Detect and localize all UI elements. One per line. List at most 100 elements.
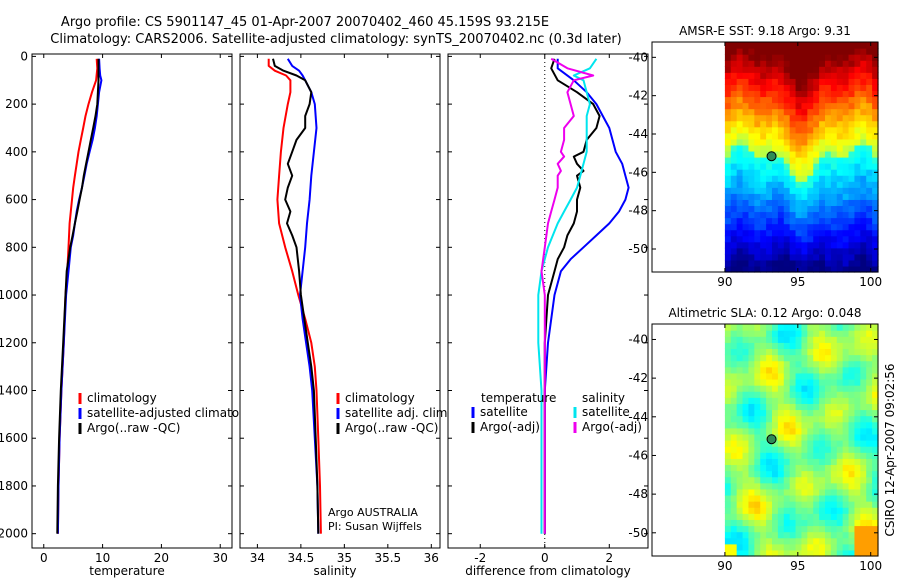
- sla_map-cell: [825, 342, 832, 350]
- sla_map-cell: [801, 482, 808, 490]
- sst_map-cell: [813, 60, 820, 67]
- sla_map-cell: [830, 415, 838, 423]
- sla_map-cell: [772, 403, 779, 411]
- sla_map-cell: [742, 519, 750, 527]
- sla_map-cell: [866, 342, 873, 350]
- sst_map-cell: [748, 54, 755, 61]
- sst_map-cell: [748, 42, 755, 49]
- sla_map-cell: [748, 403, 755, 411]
- sla_map-cell: [848, 446, 856, 453]
- sla_map-cell: [742, 440, 750, 447]
- sst_map-cell: [848, 247, 856, 255]
- sst_map-cell: [730, 90, 738, 98]
- sst_map-cell: [842, 265, 850, 273]
- sla_map-cell: [777, 342, 785, 350]
- sst_map-cell: [748, 199, 755, 207]
- sst_map-cell: [807, 78, 814, 85]
- sla_map-cell: [848, 525, 856, 533]
- sst_map-cell: [872, 114, 879, 122]
- sla_map-cell: [760, 415, 767, 423]
- sst_map-cell: [830, 205, 838, 213]
- sst_map-cell: [783, 175, 791, 182]
- sst_map-cell: [830, 235, 838, 243]
- sla_map-cell: [866, 525, 873, 533]
- sla_map-cell: [789, 488, 797, 496]
- sla_map-cell: [742, 464, 750, 472]
- sla_map-cell: [795, 446, 803, 453]
- sst_map-cell: [866, 102, 873, 110]
- sst_map-cell: [742, 157, 750, 164]
- sst_map-cell: [807, 108, 814, 116]
- sla_map-cell: [819, 440, 826, 447]
- sst_map-cell: [872, 66, 879, 73]
- sst_map-cell: [795, 163, 803, 170]
- sst_map-cell: [742, 169, 750, 176]
- sla_map-cell: [742, 360, 750, 368]
- sst_map-cell: [783, 259, 791, 267]
- sla_map-cell: [807, 348, 814, 356]
- sst_map-cell: [783, 120, 791, 128]
- sst_map-cell: [872, 90, 879, 98]
- sla_map-cell: [830, 488, 838, 496]
- salinity-xtick-label: 35.5: [374, 551, 401, 565]
- sla_map-cell: [854, 519, 861, 527]
- sla_map-cell: [730, 397, 738, 404]
- sst_map-cell: [736, 90, 744, 98]
- sla_map-cell: [825, 543, 832, 551]
- sla_map-cell: [813, 549, 820, 557]
- sst_map-cell: [813, 241, 820, 249]
- sst_map-cell: [760, 54, 767, 61]
- sst_map-cell: [807, 48, 814, 55]
- sla_map-cell: [836, 324, 844, 331]
- sla_map-cell: [830, 513, 838, 520]
- sla_map-cell: [825, 348, 832, 356]
- sla_map-cell: [872, 464, 879, 472]
- sla_map-cell: [813, 501, 820, 508]
- sst_map-cell: [819, 48, 826, 55]
- sla_map-cell: [830, 531, 838, 539]
- sst_map-cell: [730, 193, 738, 200]
- sla_map-cell: [872, 342, 879, 350]
- sst_map-cell: [736, 96, 744, 104]
- sst_map-cell: [819, 66, 826, 73]
- sla_map-cell: [836, 525, 844, 533]
- sla_map-cell: [777, 372, 785, 380]
- temperature-legend-item-0-label: climatology: [87, 391, 157, 405]
- sst_map-cell: [836, 241, 844, 249]
- sst_map-cell: [789, 163, 797, 170]
- sst_map-cell: [795, 66, 803, 73]
- sla_map-cell: [730, 360, 738, 368]
- sla_map-cell: [742, 336, 750, 343]
- sst_map-cell: [736, 126, 744, 134]
- sst_map-cell: [760, 169, 767, 176]
- sst_map-cell: [819, 132, 826, 140]
- sla_map-cell: [760, 525, 767, 533]
- sst_map-cell: [860, 48, 867, 55]
- sla_map-cell: [736, 427, 744, 435]
- sla_map-cell: [730, 501, 738, 508]
- sst_map-cell: [748, 205, 755, 213]
- sla_map-cell: [730, 543, 738, 551]
- sst_map-cell: [854, 78, 861, 85]
- sla_map-cell: [772, 354, 779, 362]
- sla_map-cell: [766, 372, 773, 380]
- sla_map-cell: [783, 494, 791, 502]
- sla_map-cell: [760, 440, 767, 447]
- sst_map-cell: [836, 120, 844, 128]
- sla_map-cell: [842, 549, 850, 557]
- sst_map-cell: [795, 60, 803, 67]
- sst_map-cell: [748, 84, 755, 92]
- sla_map-cell: [848, 324, 856, 331]
- sla_map-cell: [830, 452, 838, 459]
- sst_map-cell: [754, 265, 761, 273]
- sst_map-cell: [872, 126, 879, 134]
- sla_map-cell: [772, 378, 779, 386]
- sla_map-cell: [795, 415, 803, 423]
- sst_map-cell: [860, 187, 867, 194]
- sst_map-cell: [772, 235, 779, 243]
- sst_map-cell: [730, 223, 738, 231]
- sst_map-cell: [789, 138, 797, 146]
- sla_map-cell: [777, 531, 785, 539]
- sla_map-cell: [736, 372, 744, 380]
- sla_map-cell: [801, 342, 808, 350]
